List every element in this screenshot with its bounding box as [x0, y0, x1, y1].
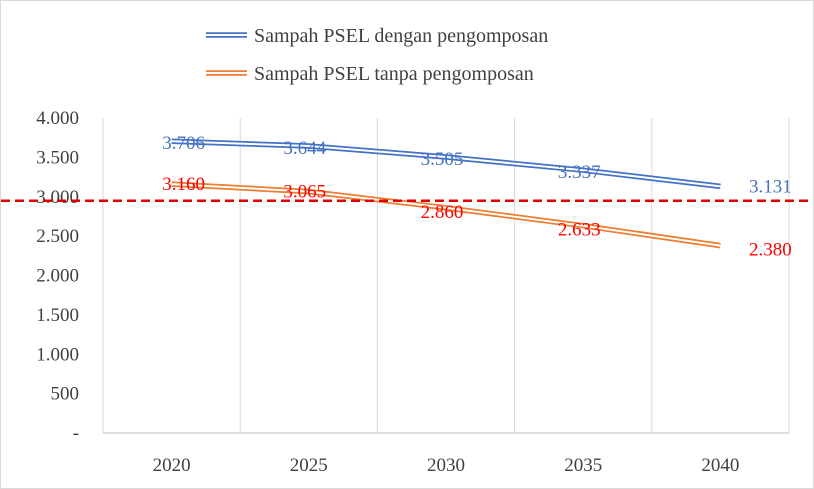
y-tick-label: 1.500: [36, 305, 79, 326]
data-label: 3.337: [558, 162, 601, 183]
legend-label: Sampah PSEL tanpa pengomposan: [254, 63, 534, 85]
y-tick-label: 3.000: [36, 187, 79, 208]
series-line-inner: [171, 183, 721, 247]
y-tick-label: 4.000: [36, 108, 79, 129]
data-label: 2.633: [558, 220, 601, 241]
y-tick-label: -: [73, 423, 79, 444]
series-line-inner: [171, 140, 721, 188]
axes: 4.000 3.500 3.000 2.500 2.000 1.500 1.000 500 - 2…: [36, 108, 789, 476]
data-label: 3.160: [162, 174, 205, 195]
x-tick-label: 2030: [427, 455, 465, 476]
data-label: 3.644: [283, 138, 326, 159]
x-tick-label: 2040: [701, 455, 739, 476]
y-tick-label: 1.000: [36, 344, 79, 365]
series-group: [171, 138, 721, 249]
data-label: 3.505: [421, 149, 464, 170]
x-tick-label: 2035: [564, 455, 602, 476]
y-tick-label: 2.000: [36, 266, 79, 287]
x-tick-label: 2025: [290, 455, 328, 476]
grid: [102, 118, 790, 433]
y-tick-label: 3.500: [36, 147, 79, 168]
data-label: 2.860: [421, 202, 464, 223]
legend-label: Sampah PSEL dengan pengomposan: [254, 25, 548, 47]
y-tick-label: 2.500: [36, 226, 79, 247]
x-tick-label: 2020: [153, 455, 191, 476]
y-tick-label: 500: [51, 384, 80, 405]
data-label: 3.131: [749, 176, 792, 197]
data-labels: 3.706 3.644 3.505 3.337 3.131 3.160 3.065 2.860…: [162, 133, 792, 260]
legend: Sampah PSEL dengan pengomposan Sampah PSE…: [206, 25, 548, 85]
data-label: 3.706: [162, 133, 205, 154]
data-label: 2.380: [749, 240, 792, 261]
data-label: 3.065: [283, 182, 326, 203]
